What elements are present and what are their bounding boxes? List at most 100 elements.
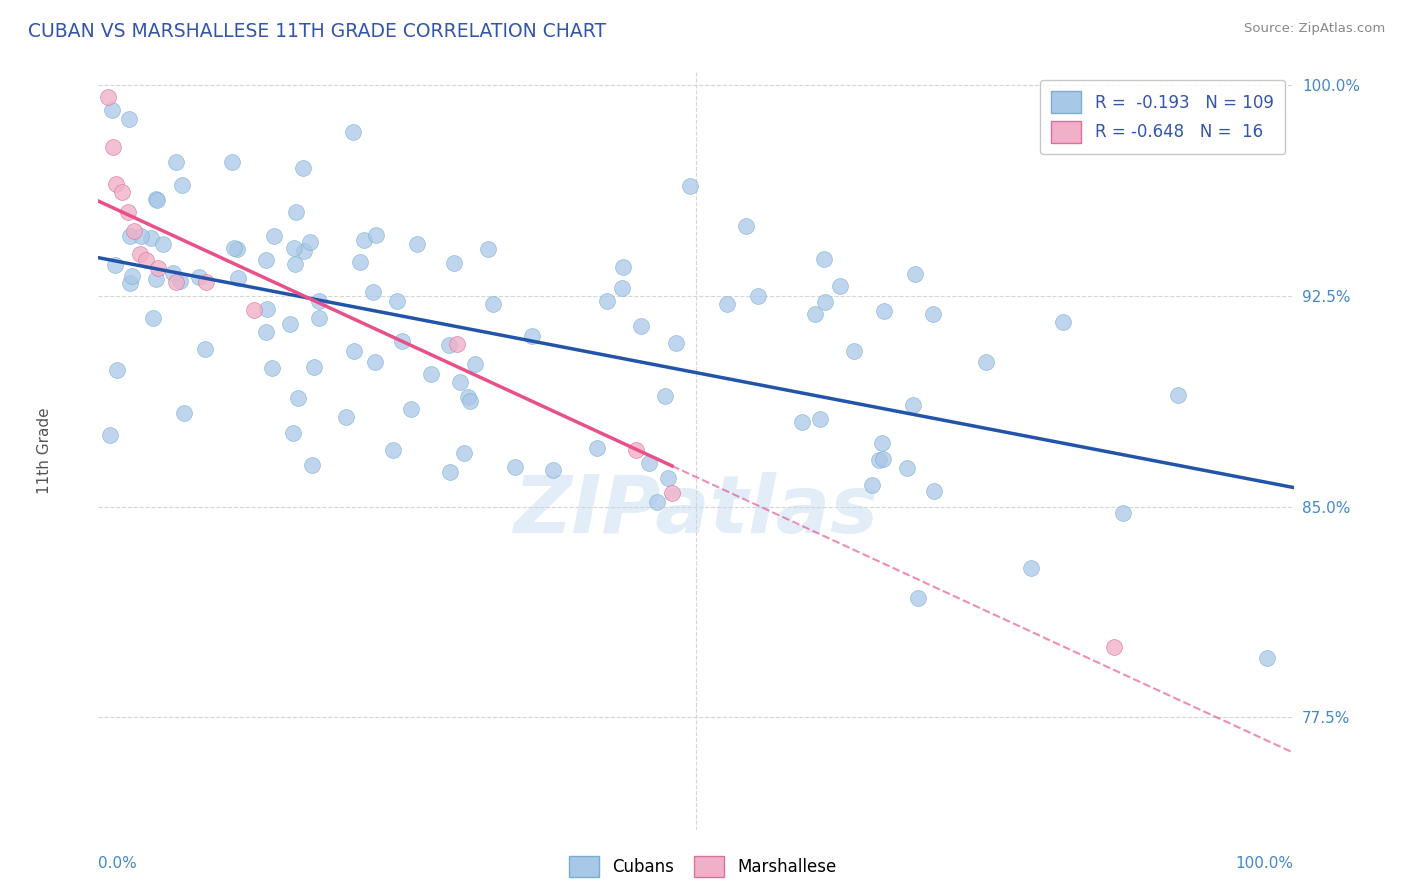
Point — [464, 357, 486, 371]
Point — [896, 460, 918, 475]
Point — [135, 252, 157, 267]
Point — [349, 255, 371, 269]
Point — [626, 443, 648, 458]
Point — [291, 161, 314, 175]
Text: 11th Grade: 11th Grade — [37, 407, 52, 494]
Point — [922, 307, 945, 321]
Point — [437, 338, 460, 352]
Point — [105, 363, 128, 377]
Point — [873, 304, 896, 318]
Point — [152, 237, 174, 252]
Point — [104, 258, 127, 272]
Point — [747, 289, 769, 303]
Text: Source: ZipAtlas.com: Source: ZipAtlas.com — [1244, 22, 1385, 36]
Point — [142, 311, 165, 326]
Point — [118, 277, 141, 291]
Point — [453, 446, 475, 460]
Point — [813, 252, 835, 266]
Text: 0.0%: 0.0% — [98, 856, 138, 871]
Point — [844, 344, 866, 359]
Point — [364, 228, 387, 243]
Legend: R =  -0.193   N = 109, R = -0.648   N =  16: R = -0.193 N = 109, R = -0.648 N = 16 — [1039, 79, 1285, 154]
Point — [129, 247, 152, 261]
Point — [121, 269, 143, 284]
Point — [904, 268, 927, 282]
Point — [477, 242, 499, 256]
Point — [294, 244, 316, 258]
Point — [146, 193, 169, 207]
Point — [195, 275, 218, 289]
Text: CUBAN VS MARSHALLESE 11TH GRADE CORRELATION CHART: CUBAN VS MARSHALLESE 11TH GRADE CORRELAT… — [28, 22, 606, 41]
Point — [263, 229, 285, 244]
Point — [302, 360, 325, 375]
Point — [520, 329, 543, 343]
Point — [129, 229, 152, 244]
Point — [585, 442, 607, 456]
Point — [446, 336, 468, 351]
Point — [194, 342, 217, 356]
Point — [364, 355, 387, 369]
Point — [287, 392, 309, 406]
Point — [907, 591, 929, 605]
Point — [353, 233, 375, 247]
Point — [101, 140, 124, 154]
Point — [976, 354, 998, 368]
Point — [665, 336, 688, 351]
Point — [1021, 561, 1043, 575]
Point — [654, 389, 676, 403]
Point — [308, 311, 330, 326]
Point — [830, 278, 852, 293]
Point — [301, 458, 323, 472]
Point — [98, 427, 122, 442]
Point — [361, 285, 384, 299]
Point — [100, 103, 122, 117]
Point — [1256, 651, 1278, 665]
Point — [335, 410, 357, 425]
Point — [284, 205, 307, 219]
Point — [458, 394, 481, 409]
Point — [612, 260, 634, 274]
Point — [596, 294, 619, 309]
Point — [790, 415, 813, 429]
Point — [870, 436, 893, 450]
Point — [188, 269, 211, 284]
Text: ZIPatlas: ZIPatlas — [513, 472, 879, 550]
Point — [283, 240, 305, 254]
Point — [343, 343, 366, 358]
Point — [111, 185, 134, 199]
Point — [860, 477, 883, 491]
Point — [457, 390, 479, 404]
Point — [165, 275, 187, 289]
Point — [298, 235, 321, 249]
Point — [170, 178, 193, 193]
Point — [872, 451, 894, 466]
Point — [105, 177, 128, 191]
Point — [162, 266, 184, 280]
Point — [118, 228, 141, 243]
Point — [405, 236, 427, 251]
Point — [243, 303, 266, 318]
Point — [221, 155, 243, 169]
Point — [630, 318, 652, 333]
Point — [661, 485, 683, 500]
Point — [145, 272, 167, 286]
Point — [387, 293, 409, 308]
Point — [638, 457, 661, 471]
Point — [222, 241, 245, 255]
Point — [645, 494, 668, 508]
Point — [308, 293, 330, 308]
Point — [124, 224, 146, 238]
Point — [284, 257, 307, 271]
Point — [814, 295, 837, 310]
Point — [503, 459, 526, 474]
Point — [97, 89, 120, 103]
Point — [804, 307, 827, 321]
Point — [254, 252, 277, 267]
Point — [922, 484, 945, 499]
Point — [173, 406, 195, 420]
Point — [450, 375, 472, 389]
Point — [1104, 640, 1126, 654]
Point — [169, 274, 191, 288]
Point — [148, 260, 170, 275]
Point — [226, 271, 249, 285]
